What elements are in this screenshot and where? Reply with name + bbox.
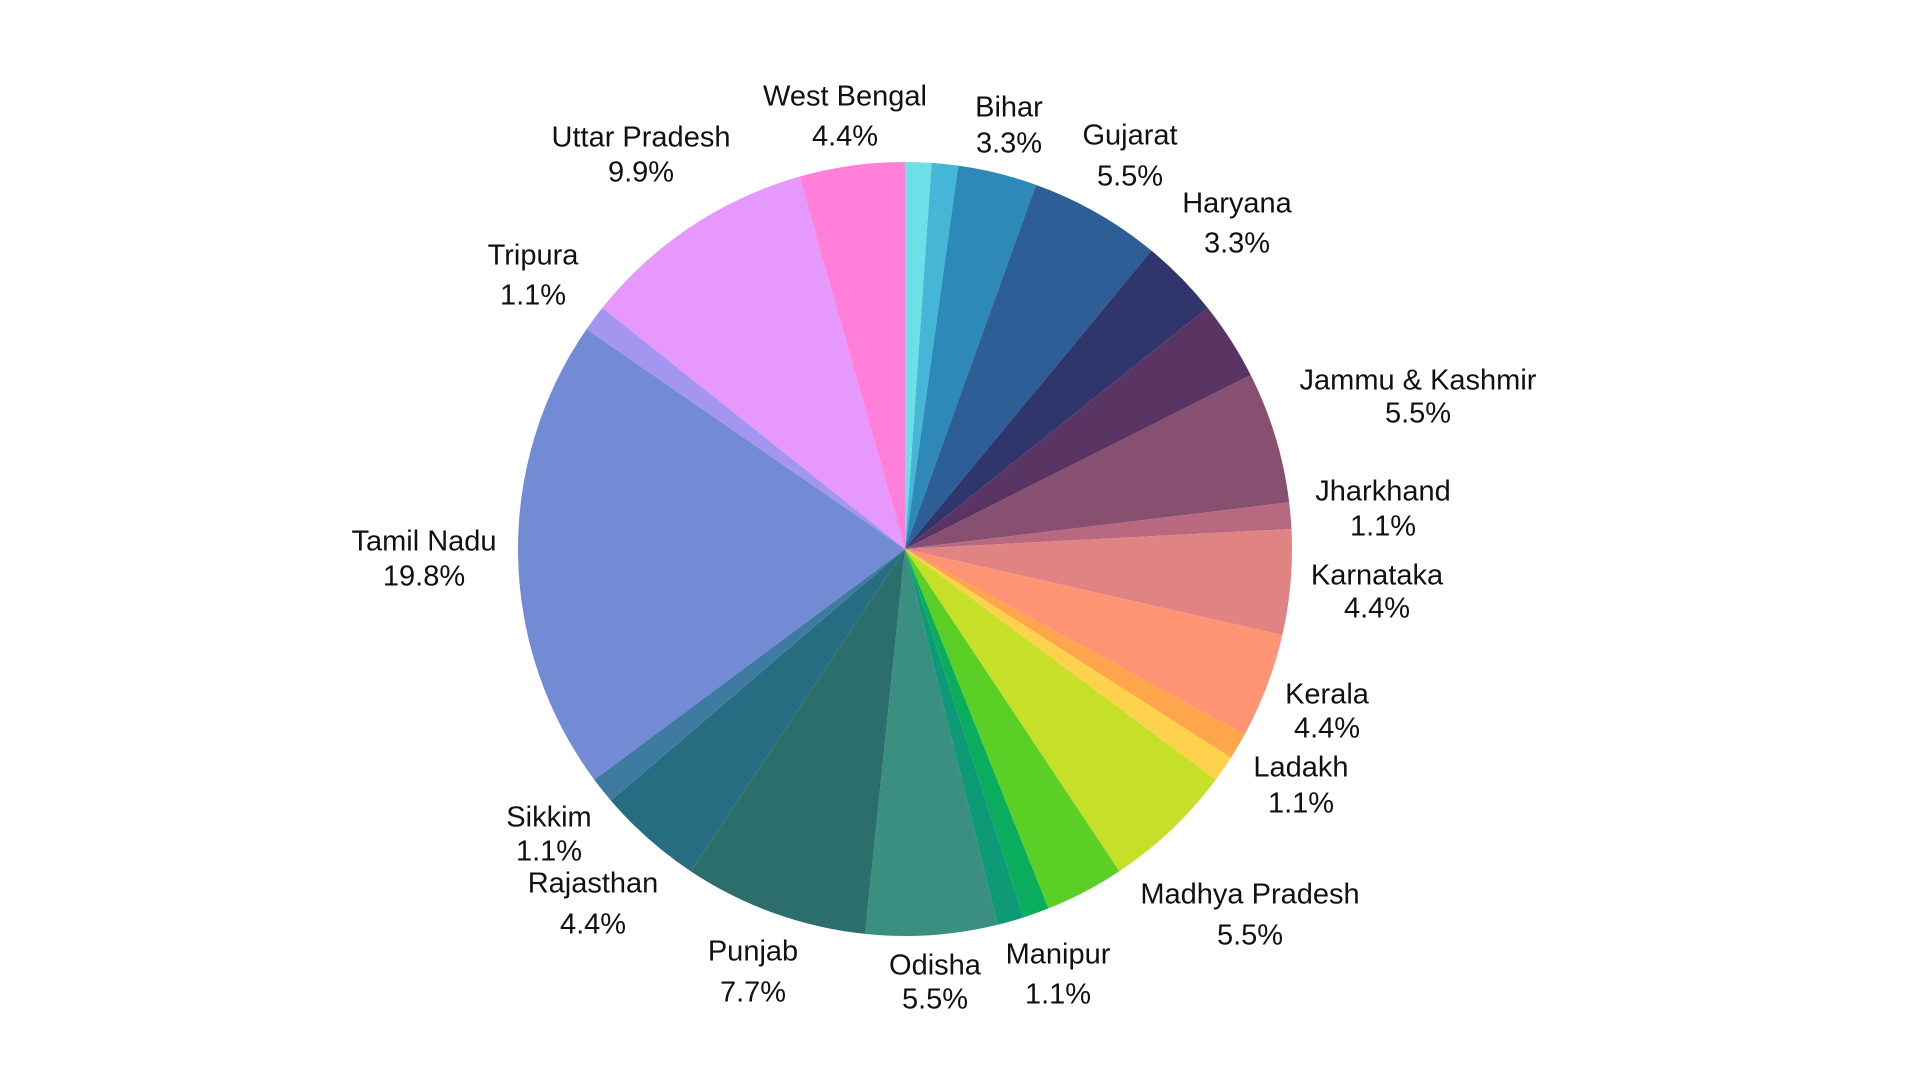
pie-slice	[864, 549, 998, 936]
slice-label: Sikkim	[506, 802, 591, 834]
pie-slice	[602, 176, 905, 549]
slice-label: Haryana	[1182, 188, 1292, 220]
slice-label: Jammu & Kashmir	[1300, 365, 1537, 397]
slice-label: Punjab	[708, 936, 798, 968]
slice-label: Bihar	[975, 92, 1043, 124]
slice-value-label: 1.1%	[1350, 511, 1416, 543]
slice-label: Odisha	[889, 950, 982, 982]
slice-value-label: 7.7%	[720, 977, 786, 1009]
slice-value-label: 19.8%	[383, 561, 465, 593]
slice-value-label: 5.5%	[902, 984, 968, 1016]
slice-value-label: 5.5%	[1097, 161, 1163, 193]
slice-value-label: 4.4%	[1294, 713, 1360, 745]
slice-label: Madhya Pradesh	[1140, 879, 1359, 911]
slice-value-label: 1.1%	[1268, 788, 1334, 820]
pie-slice	[905, 549, 1120, 909]
pie-slice	[905, 184, 1152, 549]
slice-value-label: 9.9%	[608, 157, 674, 189]
slice-value-label: 3.3%	[976, 128, 1042, 160]
pie-slice	[905, 162, 932, 549]
slice-label: West Bengal	[763, 81, 927, 113]
pie-slice	[905, 528, 1292, 636]
pie-slice	[905, 549, 1231, 780]
pie-slice	[905, 165, 1036, 549]
pie-slice	[905, 549, 1283, 735]
pie-slice	[518, 329, 905, 780]
slice-value-label: 1.1%	[516, 836, 582, 868]
pie-slice	[799, 162, 905, 549]
pie-slice	[905, 307, 1251, 549]
pie-slice	[905, 549, 1245, 758]
slice-label: Kerala	[1285, 679, 1370, 711]
slice-value-label: 4.4%	[812, 121, 878, 153]
slice-value-label: 1.1%	[500, 280, 566, 312]
slice-label: Karnataka	[1311, 560, 1444, 592]
pie-slice	[905, 250, 1208, 550]
slice-label: Ladakh	[1253, 752, 1348, 784]
slice-value-label: 3.3%	[1204, 228, 1270, 260]
pie-slice	[905, 549, 1024, 925]
slice-value-label: 5.5%	[1217, 920, 1283, 952]
slice-label: Rajasthan	[528, 868, 659, 900]
slice-label: Gujarat	[1082, 120, 1177, 152]
slice-value-label: 4.4%	[560, 909, 626, 941]
slice-label: Tamil Nadu	[351, 526, 496, 558]
pie-slice	[586, 307, 905, 549]
slice-value-label: 4.4%	[1344, 593, 1410, 625]
slice-value-label: 5.5%	[1385, 398, 1451, 430]
pie-slice	[594, 549, 905, 801]
slice-value-label: 1.1%	[1025, 979, 1091, 1011]
slice-label: Uttar Pradesh	[552, 122, 731, 154]
slice-label: Jharkhand	[1315, 476, 1450, 508]
slice-label: Tripura	[488, 240, 580, 272]
pie-slice	[905, 502, 1292, 549]
slice-label: Manipur	[1006, 939, 1111, 971]
pie-slice	[905, 549, 1216, 872]
pie-slice	[610, 549, 905, 872]
pie-slice	[690, 549, 905, 934]
pie-slice	[905, 549, 1049, 918]
pie-slice	[905, 375, 1290, 549]
pie-slice	[905, 162, 959, 549]
